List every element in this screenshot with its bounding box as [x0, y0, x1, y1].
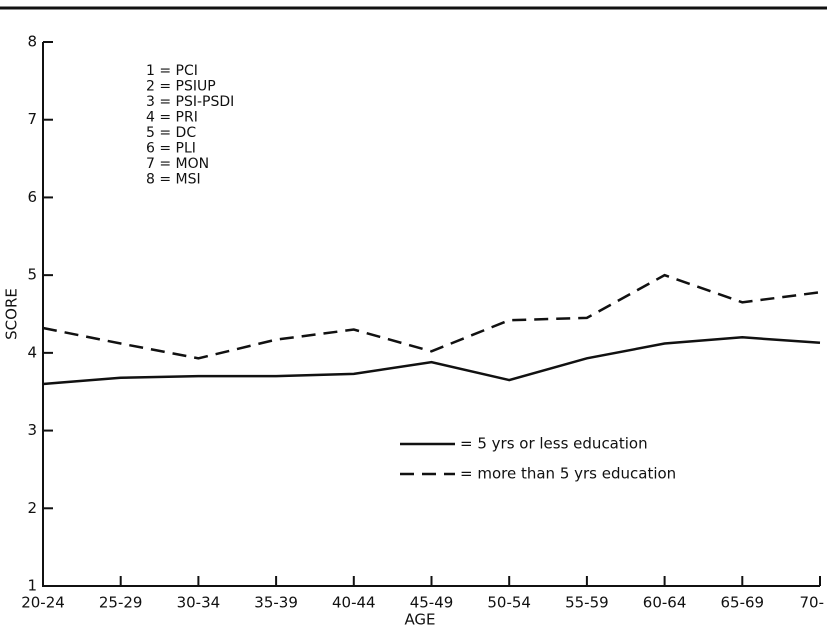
key-annotation: 6 = PLI: [146, 141, 196, 157]
key-annotation: 2 = PSIUP: [146, 79, 216, 95]
x-tick-label: 60-64: [643, 594, 687, 612]
x-tick-label: 40-44: [332, 594, 376, 612]
key-annotation: 7 = MON: [146, 156, 209, 172]
key-annotation: 1 = PCI: [146, 63, 198, 79]
y-tick-label: 3: [27, 421, 37, 439]
series-line: [42, 336, 821, 386]
x-tick-label: 45-49: [410, 594, 454, 612]
series-line: [42, 273, 821, 360]
x-tick-label: 55-59: [565, 594, 609, 612]
y-tick-label: 7: [27, 110, 37, 128]
key-annotation: 8 = MSI: [146, 172, 201, 188]
x-tick-label: 65-69: [721, 594, 765, 612]
legend-label: = more than 5 yrs education: [460, 465, 676, 483]
x-tick-label: 50-54: [487, 594, 531, 612]
key-annotation: 4 = PRI: [146, 110, 198, 126]
x-axis-label: AGE: [404, 611, 435, 629]
x-tick-label: 20-24: [21, 594, 65, 612]
key-annotation: 5 = DC: [146, 125, 196, 141]
y-tick-label: 1: [27, 577, 37, 595]
y-tick-label: 5: [27, 266, 37, 284]
y-tick-label: 4: [27, 343, 37, 361]
x-tick-label: 25-29: [99, 594, 143, 612]
y-axis-label: SCORE: [3, 288, 21, 340]
x-tick-label: 70-: [800, 594, 825, 612]
legend-label: = 5 yrs or less education: [460, 435, 648, 453]
x-tick-label: 30-34: [177, 594, 221, 612]
y-tick-label: 6: [27, 188, 37, 206]
y-tick-label: 2: [27, 499, 37, 517]
key-annotation: 3 = PSI-PSDI: [146, 94, 234, 110]
y-tick-label: 8: [27, 33, 37, 51]
x-tick-label: 35-39: [254, 594, 298, 612]
